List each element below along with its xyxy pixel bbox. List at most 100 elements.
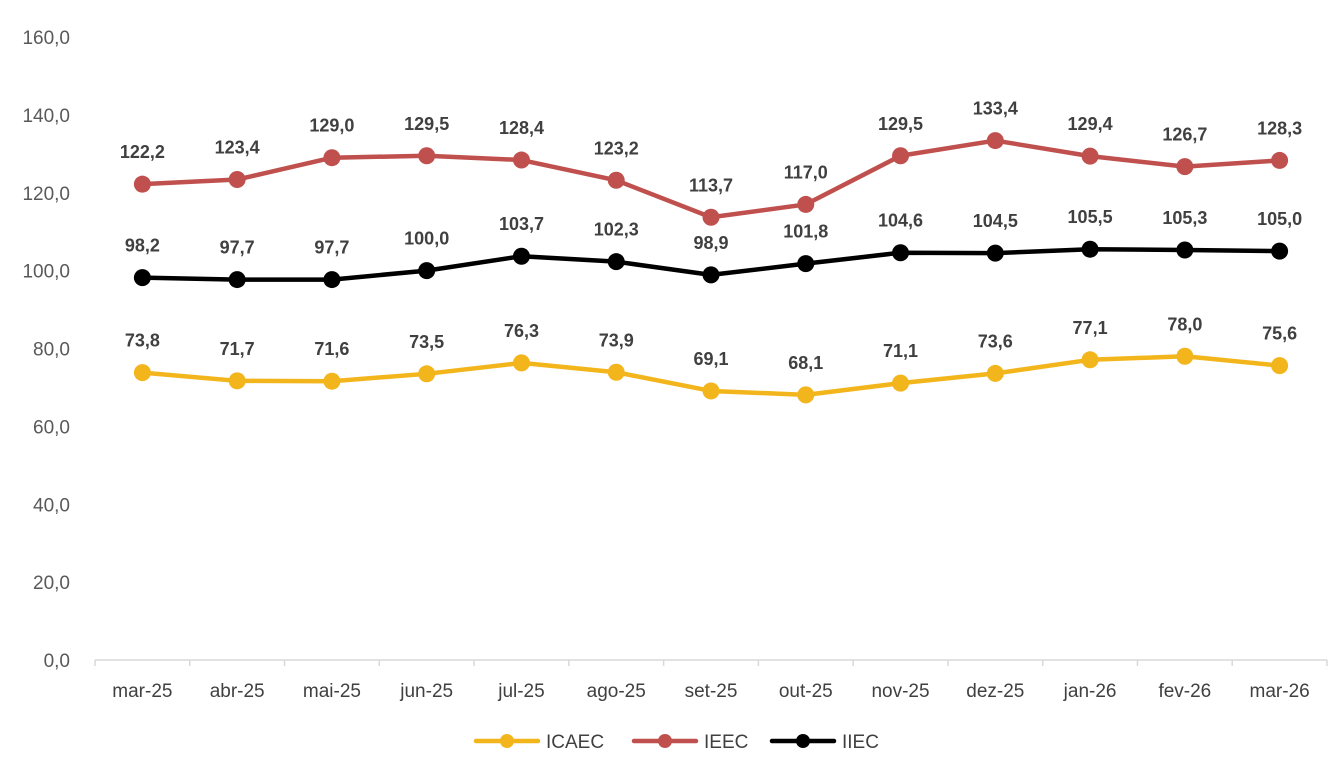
data-label-iiec: 97,7 <box>220 238 255 258</box>
data-label-iiec: 105,3 <box>1162 208 1207 228</box>
data-label-icaec: 73,5 <box>409 332 444 352</box>
data-label-ieec: 129,5 <box>404 114 449 134</box>
data-label-icaec: 76,3 <box>504 321 539 341</box>
data-point-icaec <box>702 382 720 400</box>
data-point-iiec <box>1271 242 1289 260</box>
x-tick-label: out-25 <box>779 681 833 702</box>
x-tick-label: fev-26 <box>1158 681 1211 702</box>
data-point-ieec <box>1081 147 1099 165</box>
data-point-iiec <box>133 269 151 287</box>
data-label-ieec: 117,0 <box>784 162 828 182</box>
data-label-icaec: 71,7 <box>220 339 255 359</box>
y-tick-label: 120,0 <box>22 184 70 205</box>
legend-marker-iiec <box>796 734 810 748</box>
data-label-icaec: 78,0 <box>1167 314 1202 334</box>
data-label-iiec: 98,2 <box>125 236 160 256</box>
data-point-ieec <box>1176 158 1194 176</box>
data-label-ieec: 133,4 <box>973 99 1018 119</box>
data-point-icaec <box>1271 357 1289 375</box>
legend-label-iiec: IIEC <box>842 732 879 753</box>
data-label-iiec: 104,5 <box>973 211 1018 231</box>
y-tick-label: 80,0 <box>33 340 70 361</box>
data-point-icaec <box>986 364 1004 382</box>
x-tick-label: set-25 <box>685 681 738 702</box>
legend-marker-icaec <box>500 734 514 748</box>
data-label-ieec: 123,2 <box>594 138 639 158</box>
data-label-ieec: 129,0 <box>309 116 354 136</box>
y-tick-label: 20,0 <box>33 573 70 594</box>
data-point-icaec <box>228 372 246 390</box>
x-tick-label: mar-26 <box>1250 681 1310 702</box>
y-tick-label: 160,0 <box>22 28 70 49</box>
data-label-iiec: 103,7 <box>499 214 544 234</box>
data-point-ieec <box>892 147 910 165</box>
x-tick-label: mai-25 <box>303 681 361 702</box>
data-point-icaec <box>1176 347 1194 365</box>
x-tick-label: mar-25 <box>112 681 172 702</box>
x-tick-label: ago-25 <box>587 681 646 702</box>
y-tick-label: 140,0 <box>22 106 70 127</box>
data-label-ieec: 128,3 <box>1257 118 1302 138</box>
data-point-ieec <box>702 208 720 226</box>
data-point-iiec <box>323 271 341 289</box>
data-point-iiec <box>1176 241 1194 259</box>
legend-marker-ieec <box>658 734 672 748</box>
data-point-icaec <box>323 372 341 390</box>
data-point-icaec <box>797 386 815 404</box>
legend-label-ieec: IEEC <box>704 732 748 753</box>
data-label-iiec: 105,0 <box>1257 209 1302 229</box>
y-tick-label: 100,0 <box>22 262 70 283</box>
data-label-iiec: 104,6 <box>878 211 923 231</box>
data-point-iiec <box>797 255 815 273</box>
legend-label-icaec: ICAEC <box>546 732 604 753</box>
data-label-ieec: 113,7 <box>689 175 733 195</box>
x-tick-label: abr-25 <box>210 681 265 702</box>
data-point-iiec <box>228 271 246 289</box>
data-point-icaec <box>512 354 530 372</box>
x-tick-label: nov-25 <box>871 681 929 702</box>
data-point-icaec <box>133 364 151 382</box>
data-label-icaec: 73,9 <box>599 330 634 350</box>
data-point-iiec <box>418 262 436 280</box>
data-label-iiec: 97,7 <box>314 238 349 258</box>
data-point-iiec <box>512 247 530 265</box>
data-point-icaec <box>607 363 625 381</box>
data-point-ieec <box>418 147 436 165</box>
data-label-icaec: 71,1 <box>883 341 918 361</box>
data-point-ieec <box>512 151 530 169</box>
data-point-ieec <box>607 171 625 189</box>
data-label-iiec: 100,0 <box>404 229 449 249</box>
data-point-iiec <box>607 253 625 271</box>
data-label-iiec: 101,8 <box>783 222 828 242</box>
y-tick-label: 40,0 <box>33 495 70 516</box>
data-label-ieec: 129,4 <box>1068 114 1113 134</box>
data-label-iiec: 98,9 <box>693 233 728 253</box>
data-point-icaec <box>892 374 910 392</box>
data-label-ieec: 122,2 <box>120 142 165 162</box>
data-point-ieec <box>323 149 341 167</box>
data-label-ieec: 128,4 <box>499 118 544 138</box>
data-label-ieec: 123,4 <box>215 138 260 158</box>
data-point-iiec <box>1081 240 1099 258</box>
data-label-iiec: 105,5 <box>1068 207 1113 227</box>
data-point-iiec <box>702 266 720 284</box>
data-point-icaec <box>1081 351 1099 369</box>
x-tick-label: jan-26 <box>1063 681 1117 702</box>
x-tick-label: jul-25 <box>497 681 544 702</box>
y-tick-label: 60,0 <box>33 417 70 438</box>
data-label-icaec: 73,8 <box>125 331 160 351</box>
data-label-icaec: 71,6 <box>314 339 349 359</box>
data-label-iiec: 102,3 <box>594 220 639 240</box>
data-point-icaec <box>418 365 436 383</box>
data-label-icaec: 68,1 <box>788 353 823 373</box>
data-label-ieec: 126,7 <box>1162 125 1207 145</box>
data-point-ieec <box>133 175 151 193</box>
x-tick-label: dez-25 <box>966 681 1024 702</box>
y-tick-label: 0,0 <box>44 651 70 672</box>
data-point-iiec <box>892 244 910 262</box>
data-point-ieec <box>228 171 246 189</box>
x-tick-label: jun-25 <box>399 681 453 702</box>
data-point-ieec <box>1271 151 1289 169</box>
